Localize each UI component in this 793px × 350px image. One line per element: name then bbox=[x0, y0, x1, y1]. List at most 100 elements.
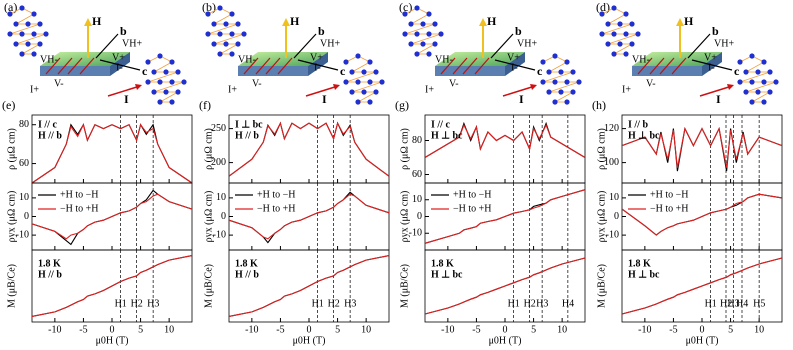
x-tick-label: -5 bbox=[79, 324, 87, 335]
lattice-bond bbox=[613, 43, 633, 55]
schematic-label: I bbox=[519, 92, 524, 106]
h-head bbox=[479, 18, 487, 26]
lattice-atom bbox=[211, 21, 217, 27]
field-label: H1 bbox=[705, 298, 717, 309]
annotation: H // b bbox=[235, 130, 259, 141]
lattice-atom bbox=[540, 79, 546, 85]
lattice-atom bbox=[31, 51, 37, 57]
annotation: H // b bbox=[38, 130, 62, 141]
b-axis bbox=[293, 33, 317, 59]
lattice-atom bbox=[349, 89, 355, 95]
lattice-atom bbox=[229, 31, 235, 37]
lattice-atom bbox=[546, 89, 552, 95]
schematic-label: VH- bbox=[435, 54, 453, 65]
x-axis-label: μ0H (T) bbox=[293, 335, 326, 346]
lattice-bond bbox=[219, 43, 239, 55]
lattice-bond bbox=[153, 61, 173, 73]
y-axis-label: M (μB/Ce) bbox=[203, 264, 214, 308]
annotation: H // b bbox=[235, 269, 259, 280]
lattice-bond bbox=[554, 91, 574, 103]
lattice-atom bbox=[235, 41, 241, 47]
lattice-atom bbox=[151, 69, 157, 75]
field-label: H3 bbox=[147, 298, 159, 309]
lattice-atom bbox=[611, 51, 617, 57]
lattice-bond bbox=[153, 81, 185, 93]
data-line bbox=[31, 123, 193, 184]
schematic-label: H bbox=[487, 14, 497, 28]
schematic-label: c bbox=[142, 64, 148, 78]
data-line bbox=[228, 121, 390, 177]
lattice-atom bbox=[402, 11, 408, 17]
lattice-bond bbox=[213, 13, 233, 25]
panel-label: (a) bbox=[4, 0, 17, 14]
x-tick-label: -5 bbox=[669, 324, 677, 335]
lattice-atom bbox=[737, 59, 743, 65]
field-label: H3 bbox=[536, 298, 548, 309]
data-line bbox=[424, 257, 586, 315]
lattice-atom bbox=[241, 31, 247, 37]
data-line bbox=[621, 126, 783, 168]
x-tick-label: 0 bbox=[700, 324, 705, 335]
lattice-atom bbox=[743, 69, 749, 75]
data-line bbox=[424, 189, 586, 244]
schematic-label: I+ bbox=[30, 84, 39, 95]
schematic-label: c bbox=[340, 64, 346, 78]
lattice-bond bbox=[548, 61, 568, 73]
annotation: 1.8 K bbox=[431, 258, 454, 269]
field-label: H2 bbox=[720, 298, 732, 309]
schematic-label: I- bbox=[314, 62, 321, 73]
lattice-atom bbox=[151, 89, 157, 95]
lattice-atom bbox=[438, 31, 444, 37]
lattice-atom bbox=[217, 31, 223, 37]
x-tick-label: -10 bbox=[245, 324, 258, 335]
y-tick-label: 80 bbox=[19, 119, 29, 130]
contact-wire bbox=[57, 57, 73, 75]
data-line bbox=[424, 123, 586, 158]
schematic-label: V- bbox=[646, 78, 656, 89]
lattice-atom bbox=[611, 31, 617, 37]
lattice-bond bbox=[404, 23, 436, 35]
c-axis bbox=[691, 59, 733, 71]
lattice-atom bbox=[570, 89, 576, 95]
lattice-atom bbox=[175, 89, 181, 95]
y-tick-label: 0 bbox=[614, 211, 619, 222]
data-line bbox=[228, 255, 390, 317]
b-axis bbox=[490, 33, 514, 59]
schematic-label: I+ bbox=[622, 84, 631, 95]
lattice-atom bbox=[761, 99, 767, 105]
schematic-label: V+ bbox=[507, 52, 520, 63]
lattice-bond bbox=[548, 81, 580, 93]
annotation: I // c bbox=[38, 119, 57, 130]
lattice-atom bbox=[163, 69, 169, 75]
lattice-atom bbox=[605, 41, 611, 47]
i-arrow bbox=[502, 85, 536, 97]
crystal-top bbox=[238, 52, 328, 66]
y-tick-label: 60 bbox=[412, 169, 422, 180]
lattice-atom bbox=[13, 41, 19, 47]
data-line bbox=[621, 193, 783, 236]
contact-wire bbox=[45, 57, 61, 75]
panel-label: (h) bbox=[592, 98, 606, 112]
lattice-atom bbox=[355, 53, 361, 59]
annotation: I // b bbox=[628, 119, 648, 130]
annotation: H ⊥ bc bbox=[628, 269, 660, 280]
y-tick-label: -10 bbox=[213, 229, 226, 240]
y-axis-label: ρ (μΩ cm) bbox=[6, 128, 17, 170]
y-axis-label: ρyx (μΩ cm) bbox=[203, 191, 214, 243]
lattice-atom bbox=[623, 51, 629, 57]
h-head bbox=[282, 18, 290, 26]
lattice-bond bbox=[351, 81, 383, 93]
lattice-atom bbox=[145, 79, 151, 85]
lattice-atom bbox=[755, 69, 761, 75]
lattice-atom bbox=[355, 99, 361, 105]
contact-wire bbox=[243, 57, 259, 75]
data-line bbox=[621, 193, 783, 236]
x-tick-label: 10 bbox=[557, 324, 567, 335]
x-tick-label: -5 bbox=[472, 324, 480, 335]
schematic-label: b bbox=[318, 24, 325, 38]
lattice-atom bbox=[737, 79, 743, 85]
y-tick-label: 60 bbox=[19, 158, 29, 169]
y-tick-label: 200 bbox=[211, 157, 226, 168]
annotation: 1.8 K bbox=[38, 258, 61, 269]
